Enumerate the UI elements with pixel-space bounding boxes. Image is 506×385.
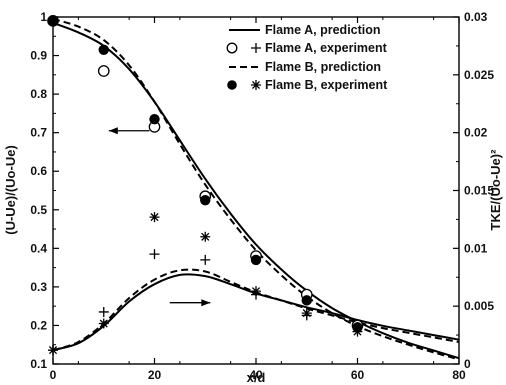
- arrow-head-left: [108, 127, 118, 135]
- star-marker: [48, 345, 58, 356]
- plot-frame: [52, 16, 460, 365]
- dashed-velocity-curve: [52, 17, 460, 361]
- x-tick-label: 60: [351, 368, 365, 382]
- x-axis-title: x/d: [247, 370, 266, 385]
- legend-marker-filled-circle: [227, 80, 237, 90]
- y-right-tick-label: 0.015: [464, 184, 494, 198]
- star-marker: [98, 318, 109, 329]
- plus-marker: [200, 254, 211, 265]
- legend-marker-open-circle: [226, 42, 238, 54]
- y-right-tick-label: 0: [464, 357, 471, 371]
- series-lines: [52, 17, 460, 361]
- y-left-tick-label: 0.7: [30, 126, 47, 140]
- plus-marker: [149, 249, 160, 260]
- y-right-tick-label: 0.005: [464, 299, 494, 313]
- open-circle-marker: [97, 65, 110, 77]
- y-left-tick-label: 0.9: [30, 49, 47, 63]
- legend-label-flame-a-experiment: Flame A, experiment: [265, 41, 388, 55]
- markers: [47, 15, 364, 356]
- x-tick-label: 40: [249, 368, 263, 382]
- solid-velocity-curve: [52, 21, 460, 360]
- star-marker: [352, 326, 363, 337]
- y-left-axis-title: (U-Ue)/(Uo-Ue): [3, 145, 18, 235]
- x-tick-label: 80: [452, 368, 466, 382]
- legend-label-flame-a-prediction: Flame A, prediction: [265, 23, 381, 37]
- y-left-tick-label: 0.1: [30, 357, 47, 371]
- y-left-tick-label: 0.2: [30, 318, 47, 332]
- filled-circle-marker: [149, 113, 160, 125]
- y-left-tick-label: 0.5: [30, 203, 47, 217]
- filled-circle-marker: [98, 44, 109, 55]
- y-left-tick-label: 0.6: [30, 164, 47, 178]
- legend: Flame A, prediction Flame A, experiment …: [226, 23, 388, 92]
- legend-marker-star: [251, 80, 261, 90]
- y-left-tick-label: 0.8: [30, 87, 47, 101]
- y-right-tick-label: 0.03: [464, 10, 488, 24]
- y-left-tick-label: 1: [40, 10, 47, 24]
- star-marker: [149, 212, 160, 223]
- y-right-axis-title: TKE/(Uo-Ue)²: [488, 149, 503, 231]
- arrow-head-right: [201, 299, 211, 307]
- filled-circle-marker: [250, 254, 262, 266]
- y-right-tick-label: 0.01: [464, 241, 488, 255]
- filled-circle-marker: [47, 15, 59, 27]
- plus-marker: [98, 306, 109, 317]
- y-left-tick-label: 0.4: [30, 241, 47, 255]
- y-right-tick-label: 0.02: [464, 126, 488, 140]
- x-tick-label: 20: [148, 368, 162, 382]
- filled-circle-marker: [200, 194, 211, 206]
- star-marker: [251, 286, 261, 297]
- annotations: [108, 127, 211, 307]
- legend-label-flame-b-experiment: Flame B, experiment: [265, 78, 388, 92]
- y-left-tick-label: 0.3: [30, 280, 47, 294]
- legend-label-flame-b-prediction: Flame B, prediction: [265, 60, 381, 74]
- star-marker: [301, 308, 312, 319]
- dashed-tke-curve: [52, 268, 460, 352]
- y-right-tick-label: 0.025: [464, 68, 494, 82]
- x-tick-label: 0: [50, 368, 57, 382]
- filled-circle-marker: [301, 295, 312, 306]
- star-marker: [200, 231, 211, 242]
- ticks: 0 20 40 60 80 0.1 0.2 0.3 0.4 0.5 0.6 0.7 0.8 0.9 1 0 0.…: [30, 10, 494, 382]
- legend-marker-plus: [251, 43, 261, 53]
